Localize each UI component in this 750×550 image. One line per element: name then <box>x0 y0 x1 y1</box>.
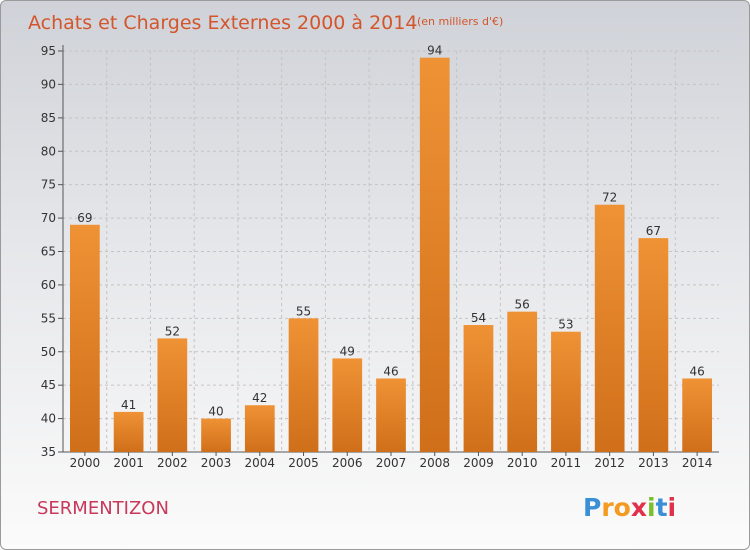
bar-2001 <box>113 411 144 452</box>
data-label: 69 <box>77 211 92 225</box>
bar-2000 <box>69 224 100 452</box>
bar-2006 <box>332 358 363 452</box>
bar-2012 <box>594 204 625 452</box>
place-name: SERMENTIZON <box>37 498 169 519</box>
y-tick-label: 55 <box>41 311 56 325</box>
data-label: 53 <box>558 318 573 332</box>
logo-letter: x <box>631 493 647 522</box>
x-tick-label: 2012 <box>594 456 625 470</box>
y-tick-label: 40 <box>41 412 56 426</box>
x-tick-label: 2008 <box>419 456 450 470</box>
logo-letter: i <box>647 493 656 522</box>
data-label: 42 <box>252 391 267 405</box>
bar-2013 <box>638 238 669 452</box>
x-tick-label: 2007 <box>376 456 407 470</box>
data-label: 72 <box>602 191 617 205</box>
bar-2010 <box>507 311 538 452</box>
x-tick-label: 2009 <box>463 456 494 470</box>
y-tick-label: 35 <box>41 445 56 459</box>
data-label: 56 <box>515 298 530 312</box>
data-label: 94 <box>427 44 442 58</box>
bar-2003 <box>201 418 231 452</box>
x-tick-label: 2003 <box>201 456 232 470</box>
logo-letter: i <box>668 493 677 522</box>
logo-letter: t <box>656 493 668 522</box>
bar-2005 <box>288 318 319 452</box>
chart-subtitle: (en milliers d'€) <box>417 15 503 28</box>
bar-2007 <box>376 378 406 452</box>
y-tick-label: 75 <box>41 178 56 192</box>
data-label: 40 <box>208 405 223 419</box>
x-tick-label: 2001 <box>113 456 144 470</box>
data-labels: 69 41 52 40 42 55 49 46 94 54 56 53 72 67 46 <box>77 44 705 419</box>
axes: 35 40 45 50 55 60 65 70 75 80 85 90 95 2000 2001 2002 20… <box>41 44 719 470</box>
bar-2008 <box>419 57 450 452</box>
data-label: 67 <box>646 224 661 238</box>
proxiti-logo: Proxiti <box>583 493 676 522</box>
data-label: 54 <box>471 311 486 325</box>
y-tick-label: 90 <box>41 77 56 91</box>
y-tick-label: 70 <box>41 211 56 225</box>
x-tick-label: 2002 <box>157 456 188 470</box>
bars <box>69 57 713 452</box>
logo-letter: P <box>583 493 601 522</box>
x-tick-label: 2000 <box>70 456 101 470</box>
x-tick-label: 2014 <box>682 456 713 470</box>
y-tick-label: 65 <box>41 245 56 259</box>
chart-title: Achats et Charges Externes 2000 à 2014 <box>28 12 417 34</box>
logo-letter: r <box>601 493 614 522</box>
y-tick-label: 85 <box>41 111 56 125</box>
y-tick-label: 95 <box>41 44 56 58</box>
data-label: 46 <box>689 364 704 378</box>
bar-2009 <box>463 325 494 452</box>
x-tick-label: 2004 <box>245 456 276 470</box>
y-tick-label: 50 <box>41 345 56 359</box>
data-label: 55 <box>296 304 311 318</box>
logo-letter: o <box>614 493 631 522</box>
bar-2014 <box>682 378 713 452</box>
data-label: 52 <box>165 324 180 338</box>
x-tick-label: 2011 <box>551 456 582 470</box>
data-label: 46 <box>383 364 398 378</box>
x-tick-label: 2013 <box>638 456 669 470</box>
y-tick-label: 45 <box>41 378 56 392</box>
x-tick-label: 2010 <box>507 456 538 470</box>
bar-2011 <box>551 331 581 452</box>
x-tick-label: 2006 <box>332 456 363 470</box>
bar-2004 <box>244 405 275 452</box>
y-tick-label: 60 <box>41 278 56 292</box>
y-tick-label: 80 <box>41 144 56 158</box>
data-label: 49 <box>340 344 355 358</box>
x-tick-label: 2005 <box>288 456 319 470</box>
bar-2002 <box>157 338 188 452</box>
data-label: 41 <box>121 398 136 412</box>
